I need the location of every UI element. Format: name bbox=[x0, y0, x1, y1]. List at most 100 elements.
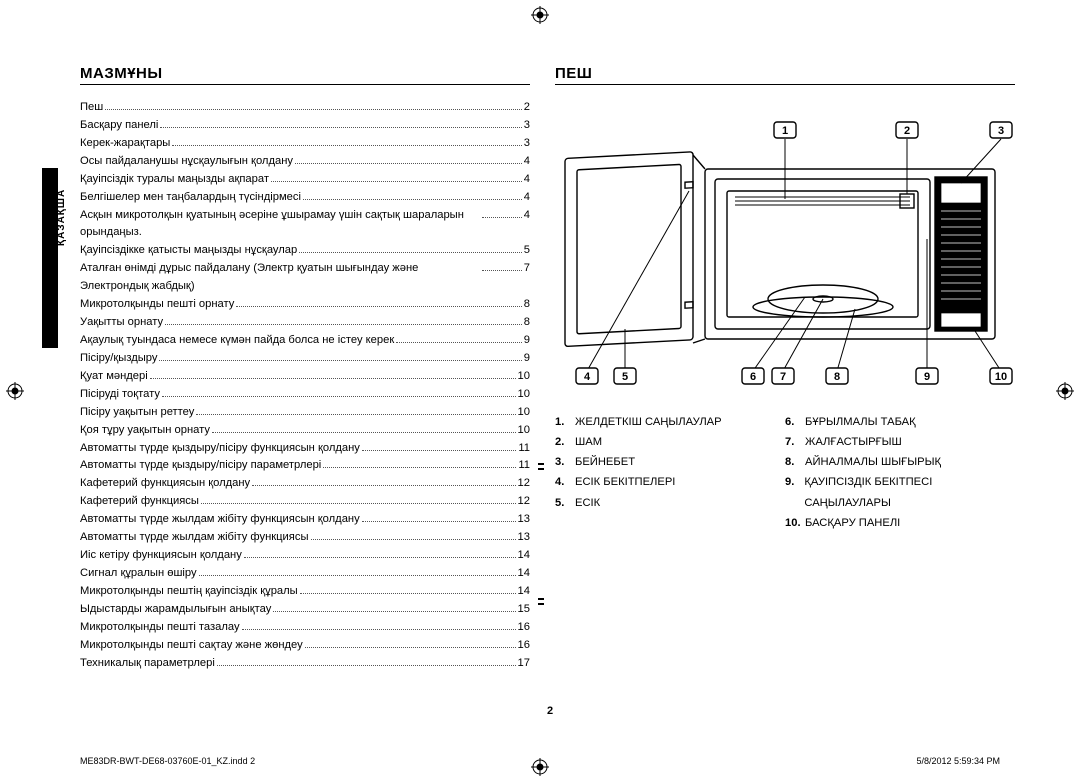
svg-text:2: 2 bbox=[904, 125, 910, 137]
center-tick-upper-2 bbox=[538, 468, 544, 470]
parts-list-item: 6.БҰРЫЛМАЛЫ ТАБАҚ bbox=[785, 412, 1015, 432]
toc-label: Иіс кетіру функциясын қолдану bbox=[80, 547, 242, 565]
toc-entry: Пісіруді тоқтату10 bbox=[80, 386, 530, 404]
toc-leader-dots bbox=[212, 432, 516, 433]
toc-leader-dots bbox=[271, 181, 522, 182]
toc-page: 7 bbox=[524, 260, 530, 278]
toc-label: Басқару панелі bbox=[80, 117, 158, 135]
toc-page: 10 bbox=[518, 422, 530, 440]
toc-label: Техникалық параметрлері bbox=[80, 655, 215, 673]
parts-list-label: АЙНАЛМАЛЫ ШЫҒЫРЫҚ bbox=[805, 452, 941, 472]
toc-leader-dots bbox=[305, 647, 516, 648]
toc-leader-dots bbox=[311, 539, 516, 540]
parts-list-item: 9.ҚАУІПСІЗДІК БЕКІТПЕСІ САҢЫЛАУЛАРЫ bbox=[785, 472, 1015, 512]
toc-leader-dots bbox=[196, 414, 515, 415]
toc-label: Автоматты түрде жылдам жібіту функциясын… bbox=[80, 511, 360, 529]
toc-label: Микротолқынды пешті тазалау bbox=[80, 619, 240, 637]
toc-leader-dots bbox=[482, 270, 522, 271]
footer-right: 5/8/2012 5:59:34 PM bbox=[916, 756, 1000, 766]
parts-list-number: 6. bbox=[785, 412, 805, 432]
right-column: ПЕШ bbox=[555, 65, 1015, 533]
toc-page: 15 bbox=[518, 601, 530, 619]
parts-list-item: 4.ЕСІК БЕКІТПЕЛЕРІ bbox=[555, 472, 785, 492]
toc-page: 4 bbox=[524, 189, 530, 207]
parts-list-item: 2.ШАМ bbox=[555, 432, 785, 452]
svg-text:3: 3 bbox=[998, 125, 1004, 137]
svg-text:6: 6 bbox=[750, 371, 756, 383]
parts-list-number: 4. bbox=[555, 472, 575, 492]
toc-page: 4 bbox=[524, 153, 530, 171]
toc-label: Кафетерий функциясы bbox=[80, 493, 199, 511]
registration-mark-bottom bbox=[531, 758, 549, 776]
toc-leader-dots bbox=[295, 163, 522, 164]
parts-list-number: 2. bbox=[555, 432, 575, 452]
toc-entry: Кафетерий функциясын қолдану12 bbox=[80, 475, 530, 493]
toc-leader-dots bbox=[159, 360, 521, 361]
svg-text:9: 9 bbox=[924, 371, 930, 383]
parts-list-label: ЖЕЛДЕТКІШ САҢЫЛАУЛАР bbox=[575, 412, 722, 432]
toc-label: Пісіру уақытын реттеу bbox=[80, 404, 194, 422]
parts-list-number: 5. bbox=[555, 493, 575, 513]
toc-entry: Ыдыстарды жарамдылығын анықтау 15 bbox=[80, 601, 530, 619]
toc-page: 12 bbox=[518, 493, 530, 511]
toc-entry: Белгішелер мен таңбалардың түсіндірмесі4 bbox=[80, 189, 530, 207]
toc-label: Ыдыстарды жарамдылығын анықтау bbox=[80, 601, 271, 619]
page-number: 2 bbox=[547, 705, 553, 717]
toc-page: 11 bbox=[518, 440, 530, 458]
toc-entry: Автоматты түрде жылдам жібіту функциясы 1… bbox=[80, 529, 530, 547]
parts-list-label: БЕЙНЕБЕТ bbox=[575, 452, 635, 472]
table-of-contents: Пеш2Басқару панелі3Керек-жарақтары3Осы п… bbox=[80, 99, 530, 673]
center-tick-lower-2 bbox=[538, 603, 544, 605]
toc-entry: Микротолқынды пешті сақтау және жөндеу16 bbox=[80, 637, 530, 655]
center-tick-lower bbox=[538, 598, 544, 600]
toc-entry: Қауіпсіздікке қатысты маңызды нұсқаулар5 bbox=[80, 242, 530, 260]
parts-list-label: ЕСІК bbox=[575, 493, 600, 513]
parts-list-number: 8. bbox=[785, 452, 805, 472]
toc-entry: Осы пайдаланушы нұсқаулығын қолдану4 bbox=[80, 153, 530, 171]
toc-leader-dots bbox=[323, 467, 516, 468]
toc-page: 9 bbox=[524, 332, 530, 350]
toc-entry: Сигнал құралын өшіру14 bbox=[80, 565, 530, 583]
toc-entry: Пісіру уақытын реттеу 10 bbox=[80, 404, 530, 422]
toc-label: Автоматты түрде жылдам жібіту функциясы bbox=[80, 529, 309, 547]
toc-leader-dots bbox=[236, 306, 521, 307]
oven-diagram: 12345678910 bbox=[555, 99, 1015, 394]
toc-entry: Қуат мәндері10 bbox=[80, 368, 530, 386]
toc-leader-dots bbox=[217, 665, 516, 666]
parts-list-item: 10.БАСҚАРУ ПАНЕЛІ bbox=[785, 513, 1015, 533]
toc-page: 2 bbox=[524, 99, 530, 117]
toc-leader-dots bbox=[252, 485, 515, 486]
toc-page: 14 bbox=[518, 547, 530, 565]
svg-text:7: 7 bbox=[780, 371, 786, 383]
toc-leader-dots bbox=[172, 145, 521, 146]
toc-page: 10 bbox=[518, 386, 530, 404]
toc-page: 14 bbox=[518, 565, 530, 583]
toc-leader-dots bbox=[199, 575, 516, 576]
svg-text:4: 4 bbox=[584, 371, 591, 383]
toc-label: Керек-жарақтары bbox=[80, 135, 170, 153]
parts-list-label: ҚАУІПСІЗДІК БЕКІТПЕСІ САҢЫЛАУЛАРЫ bbox=[804, 472, 1015, 512]
toc-leader-dots bbox=[165, 324, 522, 325]
toc-page: 16 bbox=[518, 619, 530, 637]
toc-entry: Керек-жарақтары3 bbox=[80, 135, 530, 153]
toc-entry: Автоматты түрде жылдам жібіту функциясын… bbox=[80, 511, 530, 529]
toc-entry: Уақытты орнату8 bbox=[80, 314, 530, 332]
toc-page: 8 bbox=[524, 314, 530, 332]
toc-label: Қуат мәндері bbox=[80, 368, 148, 386]
toc-entry: Автоматты түрде қыздыру/пісіру функциясы… bbox=[80, 440, 530, 458]
toc-page: 13 bbox=[518, 529, 530, 547]
parts-list-item: 1.ЖЕЛДЕТКІШ САҢЫЛАУЛАР bbox=[555, 412, 785, 432]
parts-list-label: БАСҚАРУ ПАНЕЛІ bbox=[805, 513, 900, 533]
toc-entry: Пісіру/қыздыру9 bbox=[80, 350, 530, 368]
toc-entry: Техникалық параметрлері17 bbox=[80, 655, 530, 673]
toc-page: 8 bbox=[524, 296, 530, 314]
section-title-contents: МАЗМҰНЫ bbox=[80, 65, 530, 85]
parts-list-item: 3.БЕЙНЕБЕТ bbox=[555, 452, 785, 472]
footer-left: ME83DR-BWT-DE68-03760E-01_KZ.indd 2 bbox=[80, 756, 255, 766]
parts-list-label: ЕСІК БЕКІТПЕЛЕРІ bbox=[575, 472, 675, 492]
toc-page: 10 bbox=[518, 404, 530, 422]
parts-list: 1.ЖЕЛДЕТКІШ САҢЫЛАУЛАР2.ШАМ3.БЕЙНЕБЕТ4.Е… bbox=[555, 412, 1015, 533]
toc-entry: Автоматты түрде қыздыру/пісіру параметрл… bbox=[80, 457, 530, 475]
registration-mark-right bbox=[1056, 382, 1074, 400]
toc-label: Қауіпсіздікке қатысты маңызды нұсқаулар bbox=[80, 242, 297, 260]
